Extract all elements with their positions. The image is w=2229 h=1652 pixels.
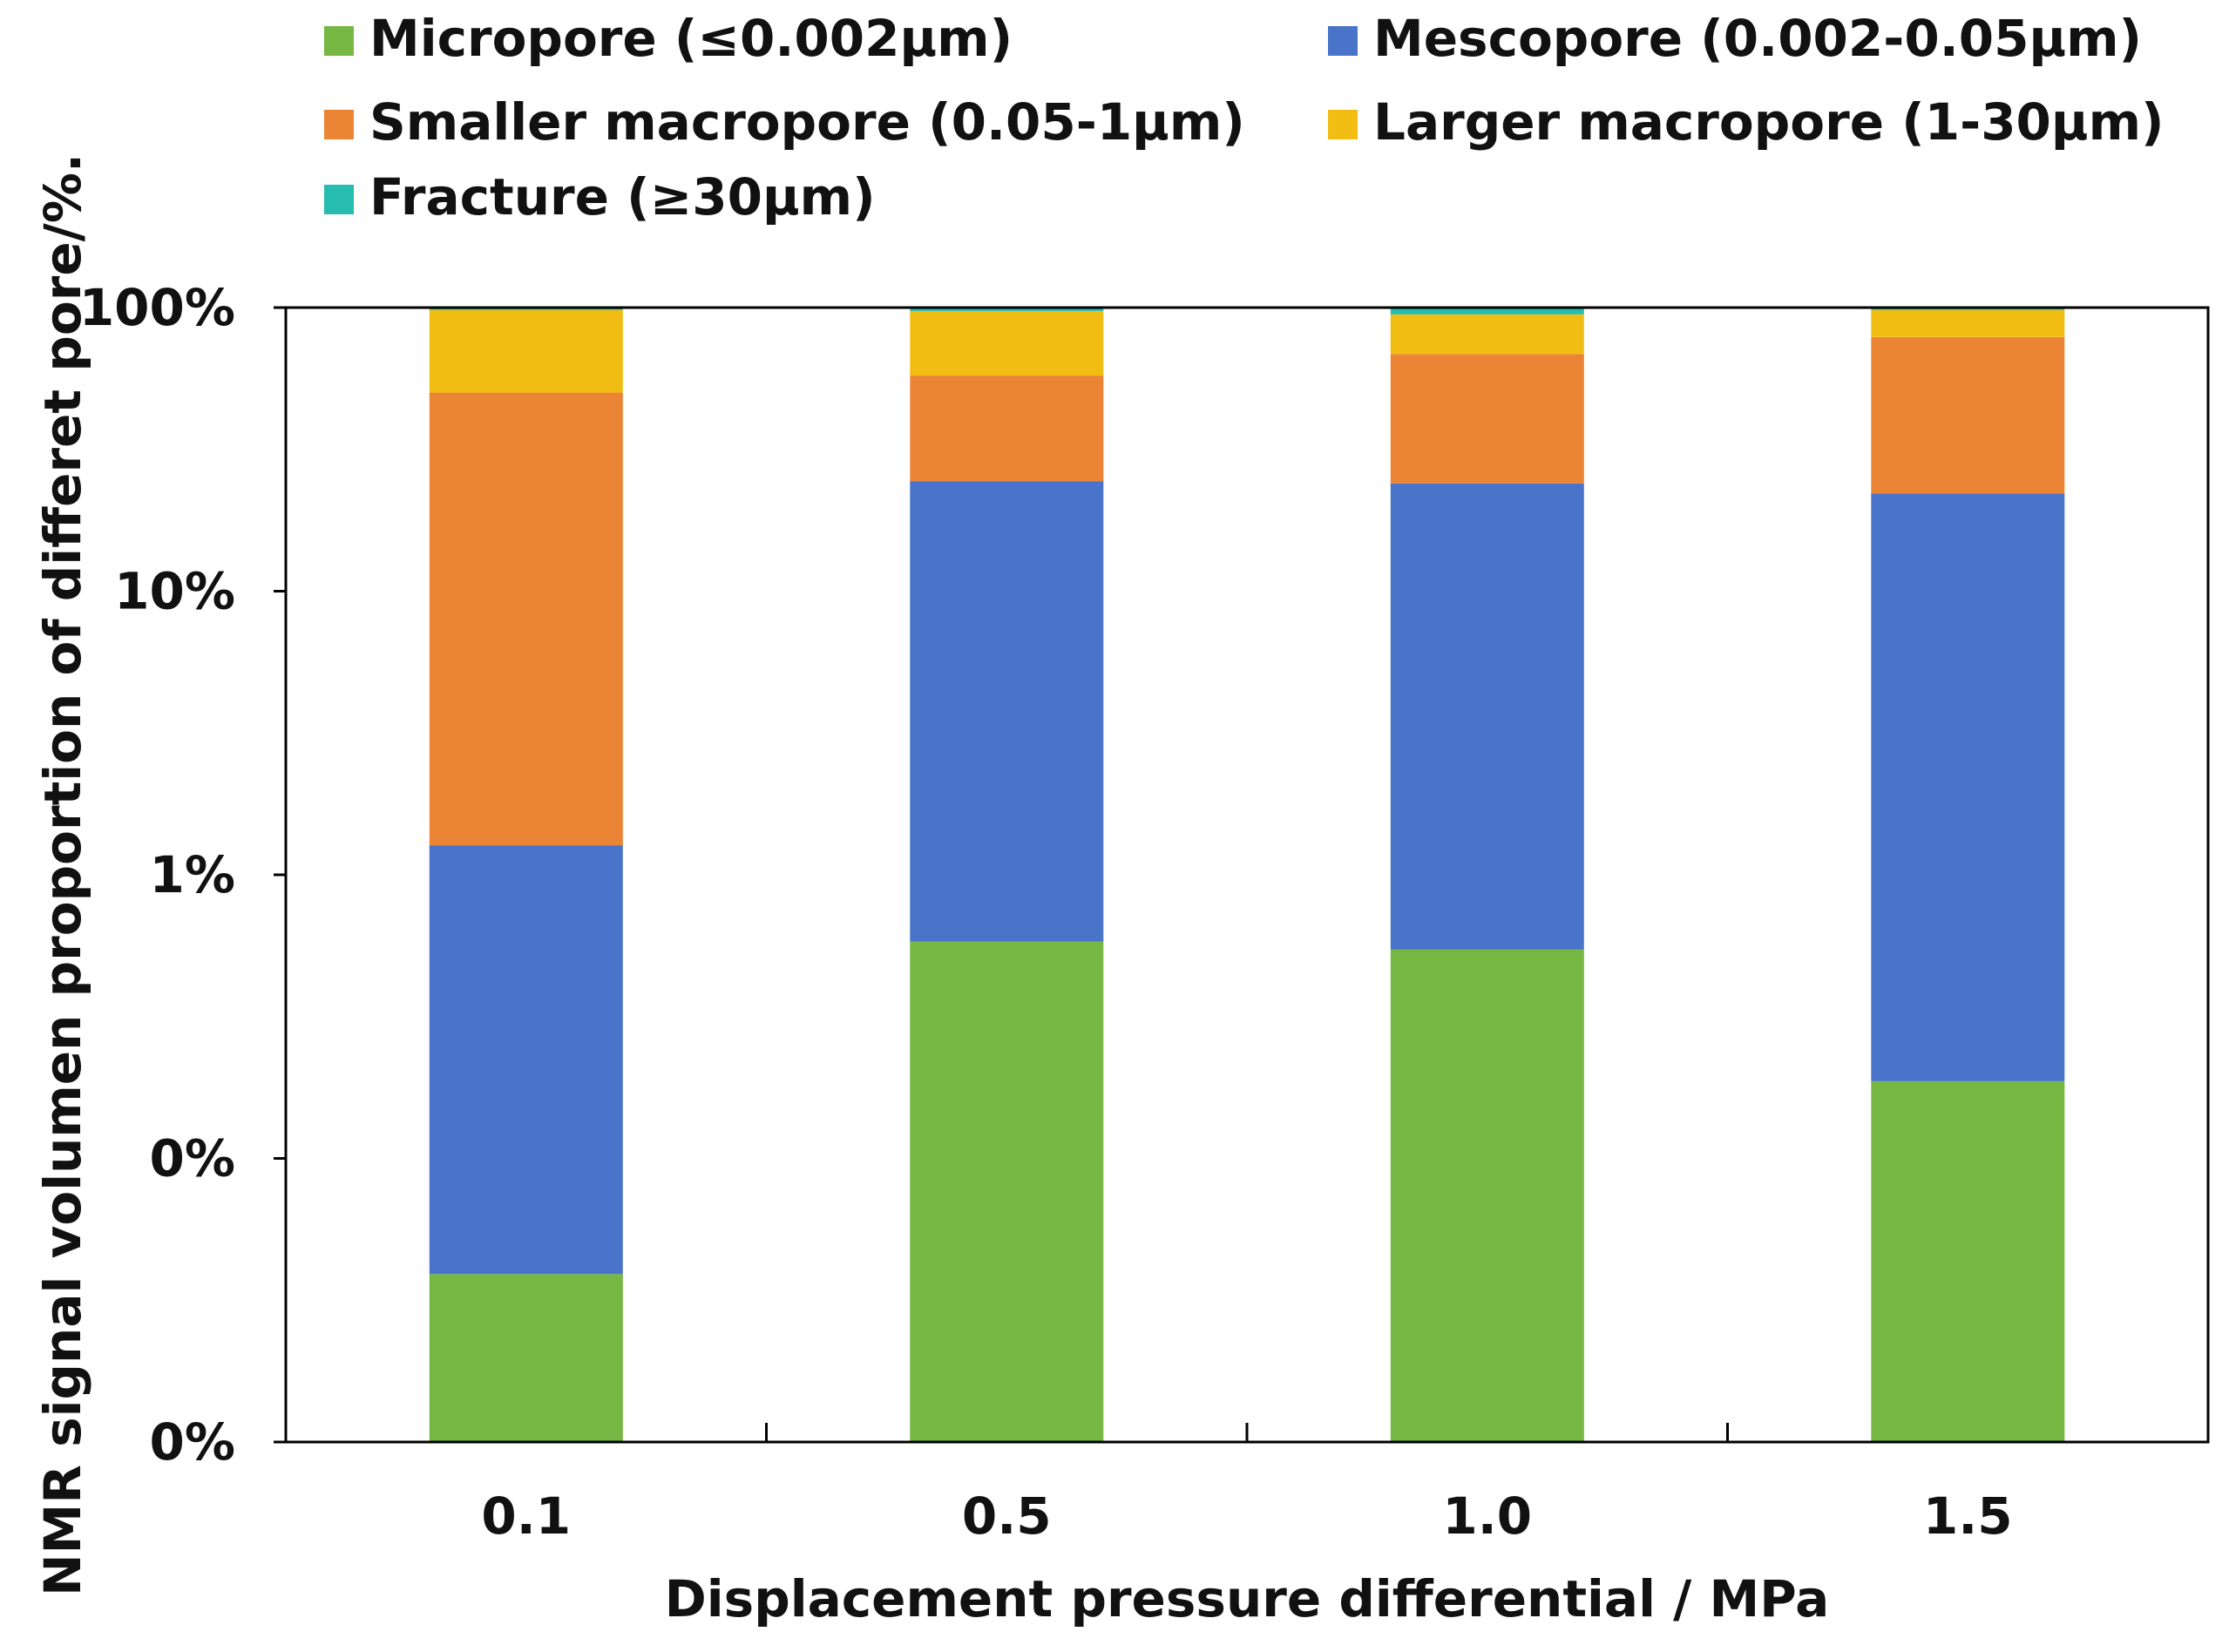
x-tick-label: 0.1 — [481, 1486, 571, 1546]
x-tick-label: 1.5 — [1923, 1486, 2013, 1546]
bar-segment — [1390, 308, 1584, 315]
bar-segment — [910, 310, 1104, 376]
bar-segment — [1871, 336, 2065, 494]
legend-label: Larger macropore (1-30μm) — [1373, 92, 2165, 152]
y-tick-label: 10% — [114, 562, 235, 621]
legend-label: Mescopore (0.002-0.05μm) — [1373, 9, 2142, 68]
legend-swatch — [1328, 110, 1358, 139]
bar-segment — [1390, 949, 1584, 1442]
bar-segment — [1390, 354, 1584, 484]
legend-label: Fracture (≥30μm) — [369, 167, 876, 227]
bar-segment — [429, 392, 623, 846]
bar-stack-group — [429, 308, 2065, 1442]
legend-swatch — [324, 26, 354, 56]
bar-segment — [429, 1274, 623, 1442]
bar-segment — [910, 376, 1104, 482]
legend-label: Smaller macropore (0.05-1μm) — [369, 92, 1245, 152]
bar-segment — [1871, 309, 2065, 337]
x-axis: 0.1 0.5 1.0 1.5 — [481, 1423, 2013, 1546]
x-tick-label: 1.0 — [1442, 1486, 1532, 1546]
bar-segment — [429, 309, 623, 393]
bar-segment — [1871, 1081, 2065, 1442]
bar-segment — [1390, 483, 1584, 950]
bar-segment — [910, 481, 1104, 942]
y-tick-label: 0% — [150, 1412, 235, 1472]
legend: Micropore (≤0.002μm) Mescopore (0.002-0.0… — [324, 9, 2165, 227]
legend-swatch — [324, 185, 354, 214]
bar-segment — [1871, 493, 2065, 1081]
bar-segment — [910, 308, 1104, 311]
bar-segment — [1390, 314, 1584, 355]
legend-swatch — [1328, 26, 1358, 56]
legend-label: Micropore (≤0.002μm) — [369, 9, 1013, 68]
x-axis-title: Displacement pressure differential / MPa — [665, 1569, 1830, 1628]
x-tick-label: 0.5 — [962, 1486, 1052, 1546]
bar-segment — [429, 845, 623, 1275]
y-tick-label: 1% — [150, 845, 235, 904]
y-tick-label: 0% — [150, 1129, 235, 1188]
y-axis: 0% 0% 1% 10% 100% — [79, 278, 286, 1472]
legend-swatch — [324, 110, 354, 139]
y-axis-title: NMR signal volumen proportion of differe… — [33, 153, 92, 1596]
bar-segment — [910, 941, 1104, 1442]
y-tick-label: 100% — [79, 278, 235, 337]
